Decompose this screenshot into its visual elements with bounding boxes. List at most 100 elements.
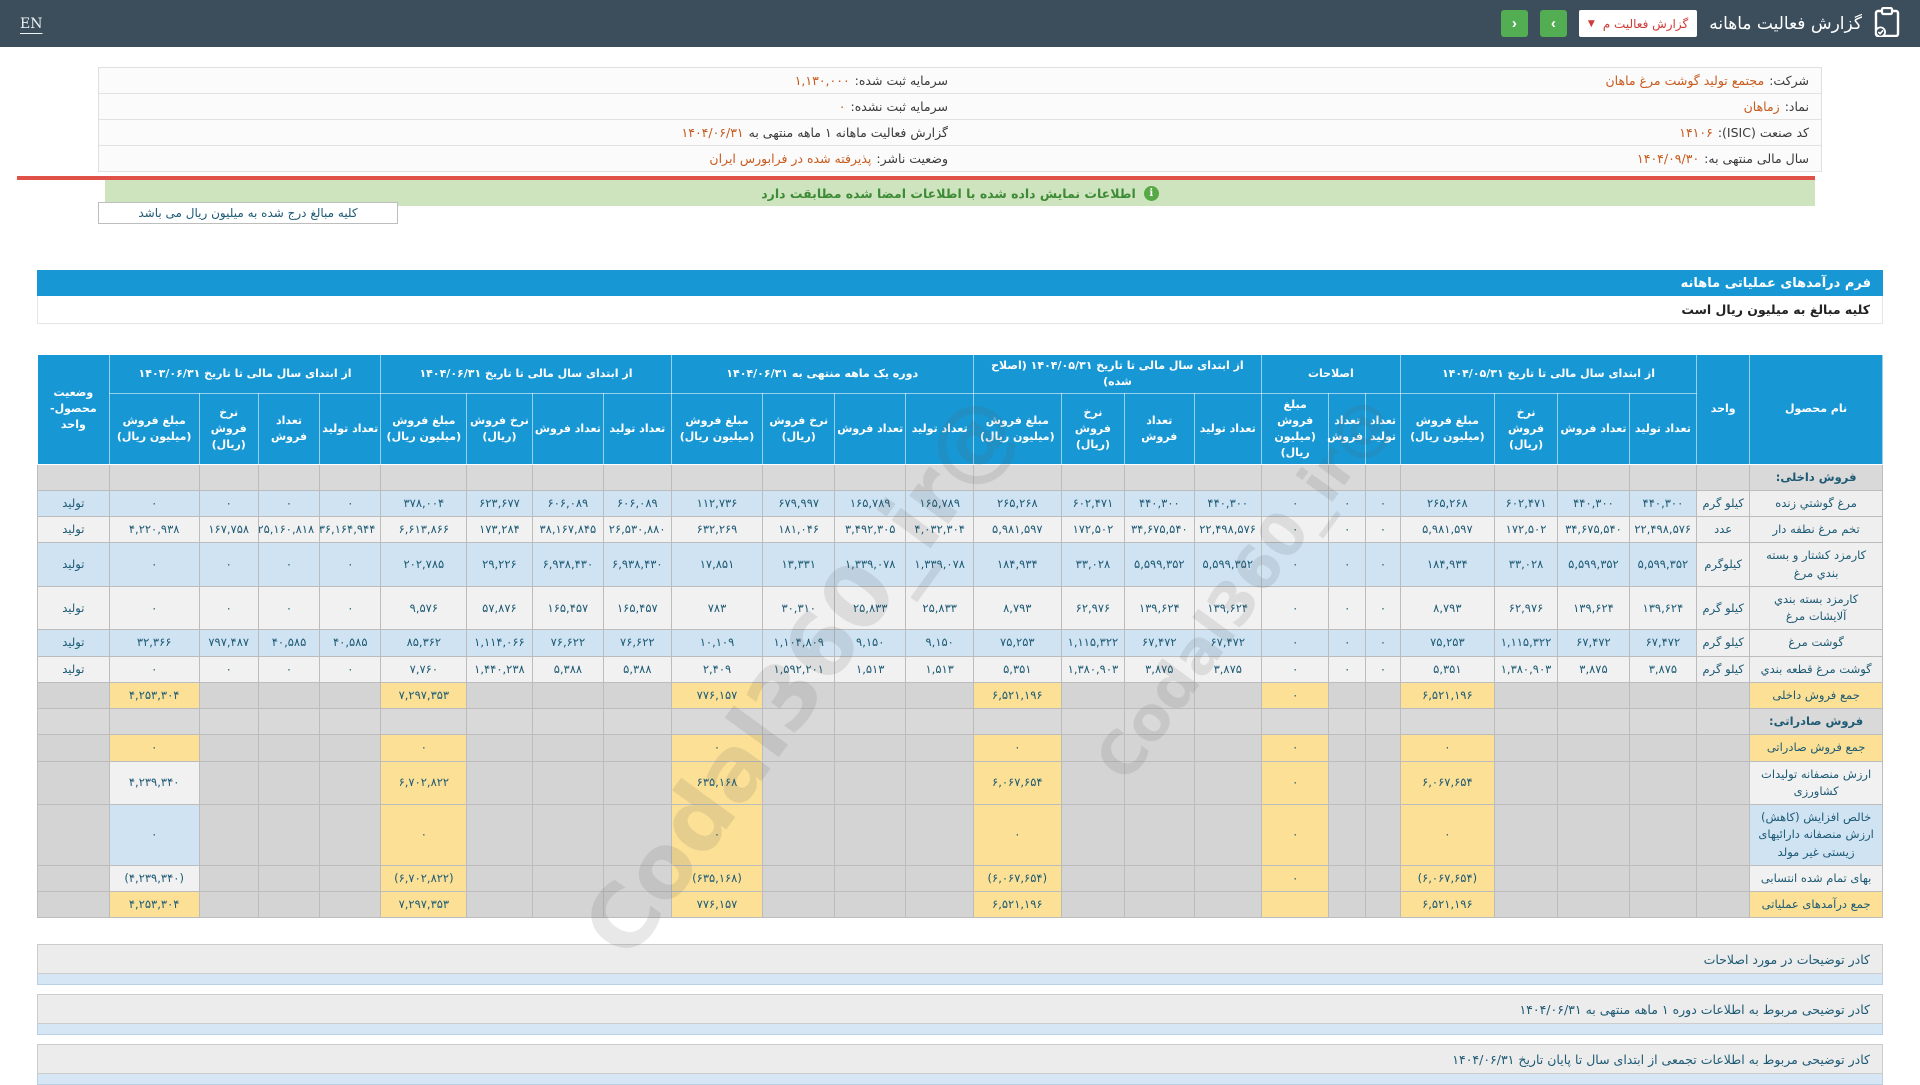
value-cell: ۲۶۵,۲۶۸ [972,489,1062,518]
column-sub-header: تعداد تولید [603,392,672,465]
status-cell: تولید [37,629,110,657]
empty-cell [1493,760,1559,806]
table-body: فروش داخلی: مرغ گوشتي زنده کیلو گرم ۴۴۰,۳۰۰… [37,463,1883,919]
empty-cell [531,734,605,762]
value-cell: ۰ [257,489,321,518]
empty-cell [37,708,110,736]
value-cell: ۶۰۲,۴۷۱ [1060,489,1126,518]
empty-cell [1493,681,1559,710]
summary-amount-cell: ۴,۲۳۹,۳۴۰ [108,760,200,806]
status-cell: تولید [37,655,110,683]
value-cell: ۲۶۵,۲۶۸ [1399,489,1495,518]
company-info-row: سال مالی منتهی به: ۱۴۰۴/۰۹/۳۰ وضعیت ناشر: پ… [99,146,1821,172]
value-cell: ۷۹۷,۴۸۷ [198,629,259,657]
summary-amount-cell: ۰ [108,804,200,866]
summary-amount-cell: ۰ [670,734,764,762]
empty-cell [603,734,672,762]
empty-cell [1365,760,1401,806]
empty-cell [1328,681,1367,710]
empty-cell [1365,891,1401,919]
empty-cell [466,708,533,736]
value-cell: ۵,۳۸۸ [603,655,672,683]
status-cell: تولید [37,489,110,518]
field-label: سرمایه ثبت شده: [854,73,948,88]
summary-amount-cell: ۴,۲۵۳,۳۰۴ [108,891,200,919]
summary-amount-cell: ۷,۲۹۷,۳۵۳ [380,681,468,710]
summary-amount-cell: ۶,۷۰۲,۸۲۲ [380,760,468,806]
summary-amount-cell: ۶,۵۲۱,۱۹۶ [1399,681,1495,710]
value-cell: ۱,۱۰۴,۸۰۹ [762,629,835,657]
summary-amount-cell: ۷,۲۹۷,۳۵۳ [380,891,468,919]
unit-cell: کیلو گرم [1696,489,1751,518]
report-type-dropdown[interactable]: گزارش فعالیت م ▼ [1578,10,1698,37]
value-cell: ۰ [257,585,321,631]
prev-report-button[interactable]: ‹ [1500,10,1528,37]
empty-cell [257,804,321,866]
value-cell: ۱۰,۱۰۹ [670,629,764,657]
column-sub-header: نرخ فروش (ریال) [762,392,835,465]
note-input-strip[interactable] [37,974,1883,986]
summary-label-cell: جمع فروش داخلی [1749,681,1883,710]
value-cell: ۳۰,۳۱۰ [762,585,835,631]
note-input-strip[interactable] [37,1024,1883,1036]
empty-cell [198,891,259,919]
empty-cell [1365,681,1401,710]
summary-amount-cell: ۶,۵۲۱,۱۹۶ [972,891,1062,919]
table-row: جمع درآمدهای عملیاتی ۶,۵۲۱,۱۹۶ ۶,۵۲۱,۱۹۶ ۷۷… [37,891,1883,919]
column-sub-header: تعداد فروش [1124,392,1195,465]
value-cell: ۶۲۳,۶۷۷ [466,489,533,518]
value-cell: ۶,۹۳۸,۴۳۰ [603,542,672,587]
empty-cell [905,804,974,866]
value-cell: ۰ [1365,516,1401,544]
empty-cell [531,681,605,710]
field-value: ۱۴۰۴/۰۹/۳۰ [1637,151,1700,166]
table-row: کارمزد بسته بندي آلایشات مرغ کیلو گرم ۱۳۹,… [37,585,1883,631]
empty-cell [1628,760,1698,806]
summary-label-cell: جمع درآمدهای عملیاتی [1749,891,1883,919]
empty-cell [833,891,907,919]
value-cell: ۱,۴۴۰,۲۳۸ [466,655,533,683]
column-sub-header: مبلغ فروش (میلیون ریال) [1399,392,1495,465]
field-value: ۱,۱۳۰,۰۰۰ [794,73,850,88]
summary-amount-cell: (۶,۷۰۲,۸۲۲) [380,864,468,893]
monthly-revenue-table: نام محصول واحد از ابتدای سال مالی تا تاریخ… [37,354,1883,919]
value-cell: ۰ [1365,655,1401,683]
unit-cell: کیلوگرم [1696,542,1751,587]
empty-cell [380,708,468,736]
unit-cell: کیلو گرم [1696,585,1751,631]
value-cell: ۰ [1365,489,1401,518]
empty-cell [762,760,835,806]
value-cell: ۶۷,۴۷۲ [1628,629,1698,657]
summary-amount-cell [1260,891,1330,919]
empty-cell [319,891,382,919]
empty-cell [1365,708,1401,736]
product-name-cell: کارمزد بسته بندي آلایشات مرغ [1749,585,1883,631]
column-sub-header: مبلغ فروش (میلیون ریال) [108,392,200,465]
value-cell: ۰ [108,655,200,683]
empty-cell [466,463,533,491]
empty-cell [37,804,110,866]
summary-amount-cell: ۰ [1399,804,1495,866]
value-cell: ۷۸۳ [670,585,764,631]
chevron-right-icon: › [1550,15,1556,32]
value-cell: ۱,۳۸۰,۹۰۳ [1493,655,1559,683]
table-row: خالص افزایش (کاهش) ارزش منصفانه دارائیها… [37,804,1883,866]
summary-amount-cell: (۶۳۵,۱۶۸) [670,864,764,893]
value-cell: ۵,۹۸۱,۵۹۷ [972,516,1062,544]
next-report-button[interactable]: › [1539,10,1567,37]
value-cell: ۰ [1328,489,1367,518]
value-cell: ۳,۸۷۵ [1124,655,1195,683]
value-cell: ۴,۰۳۲,۳۰۴ [905,516,974,544]
product-name-cell: تخم مرغ نطفه دار [1749,516,1883,544]
empty-cell [670,708,764,736]
value-cell: ۱۳,۳۳۱ [762,542,835,587]
empty-cell [1060,463,1126,491]
value-cell: ۳۳,۰۲۸ [1060,542,1126,587]
empty-cell [319,734,382,762]
empty-cell [833,804,907,866]
empty-cell [603,864,672,893]
language-switch-en[interactable]: EN [20,15,43,32]
column-sub-header: تعداد تولید [1193,392,1262,465]
table-row: بهای تمام شده انتسابی (۶,۰۶۷,۶۵۴) ۰ (۶,۰۶۷,… [37,864,1883,893]
value-cell: ۳۳,۰۲۸ [1493,542,1559,587]
